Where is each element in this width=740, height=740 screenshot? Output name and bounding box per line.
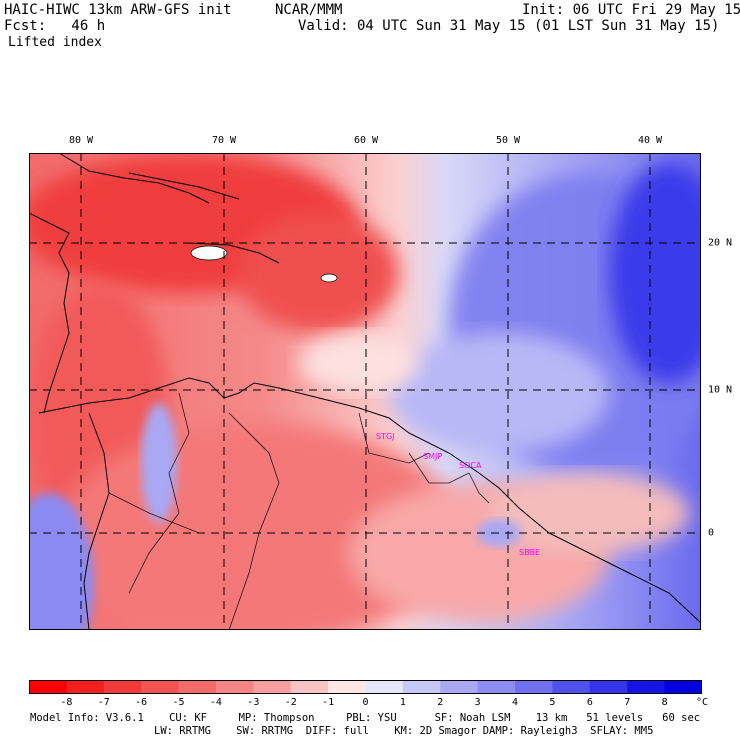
station-label: SMJP bbox=[423, 452, 442, 461]
lat-label: 10 N bbox=[708, 384, 733, 396]
lon-label: 70 W bbox=[211, 135, 237, 146]
colorbar-swatch bbox=[589, 680, 628, 694]
colorbar-swatch bbox=[552, 680, 591, 694]
coastlines bbox=[29, 153, 701, 630]
colorbar-swatch bbox=[290, 680, 329, 694]
init-time: Init: 06 UTC Fri 29 May 15 bbox=[522, 2, 740, 18]
colorbar-swatch bbox=[627, 680, 666, 694]
colorbar-swatch bbox=[664, 680, 702, 694]
colorbar-swatch bbox=[141, 680, 180, 694]
colorbar-tick-label: 7 bbox=[624, 697, 631, 708]
colorbar-tick-label: 6 bbox=[586, 697, 593, 708]
lon-label: 60 W bbox=[353, 135, 379, 146]
valid-time: Valid: 04 UTC Sun 31 May 15 (01 LST Sun … bbox=[298, 18, 720, 34]
lon-label: 40 W bbox=[637, 135, 663, 146]
colorbar-swatch bbox=[103, 680, 142, 694]
org-label: NCAR/MMM bbox=[275, 2, 343, 18]
map-frame bbox=[29, 153, 701, 630]
colorbar-tick-label: -5 bbox=[172, 697, 185, 708]
forecast-hour: Fcst: 46 h bbox=[4, 18, 106, 34]
lifted-index-map: STGJ SMJP SOCA SBBE bbox=[29, 153, 701, 630]
field-shading bbox=[29, 153, 701, 630]
model-info-line2: LW: RRTMG SW: RRTMG DIFF: full KM: 2D Sm… bbox=[154, 725, 654, 737]
colorbar-swatch bbox=[402, 680, 441, 694]
colorbar-swatch bbox=[215, 680, 254, 694]
colorbar-tick-label: 8 bbox=[661, 697, 668, 708]
colorbar-tick-label: -8 bbox=[60, 697, 73, 708]
colorbar-swatch bbox=[253, 680, 292, 694]
station-label: STGJ bbox=[376, 432, 395, 441]
colorbar-tick-label: -1 bbox=[322, 697, 335, 708]
colorbar-tick-label: 4 bbox=[512, 697, 519, 708]
field-name: Lifted index bbox=[8, 35, 102, 50]
lon-label: 80 W bbox=[68, 135, 94, 146]
colorbar-tick-label: 5 bbox=[549, 697, 556, 708]
colorbar-tick-label: 0 bbox=[362, 697, 369, 708]
model-title: HAIC-HIWC 13km ARW-GFS init bbox=[4, 2, 232, 18]
colorbar-swatch bbox=[178, 680, 217, 694]
colorbar-swatch bbox=[365, 680, 404, 694]
colorbar-swatch bbox=[515, 680, 553, 694]
lat-label: 20 N bbox=[708, 237, 733, 249]
colorbar-tick-label: 2 bbox=[437, 697, 444, 708]
colorbar-tick-label: 3 bbox=[474, 697, 481, 708]
country-borders bbox=[108, 392, 490, 630]
colorbar-tick-label: -6 bbox=[135, 697, 148, 708]
graticule bbox=[29, 153, 701, 630]
model-info-line1: Model Info: V3.6.1 CU: KF MP: Thompson P… bbox=[30, 712, 701, 724]
colorbar bbox=[29, 680, 702, 694]
colorbar-tick-label: -4 bbox=[209, 697, 222, 708]
lon-label: 50 W bbox=[495, 135, 521, 146]
colorbar-swatch bbox=[29, 680, 67, 694]
colorbar-tick-label: -3 bbox=[247, 697, 260, 708]
colorbar-swatch bbox=[66, 680, 105, 694]
colorbar-tick-label: -7 bbox=[97, 697, 110, 708]
station-label: SOCA bbox=[459, 461, 482, 470]
colorbar-tick-label: 1 bbox=[399, 697, 406, 708]
colorbar-unit: °C bbox=[695, 697, 709, 708]
colorbar-swatch bbox=[477, 680, 516, 694]
island-outlines bbox=[190, 245, 338, 283]
lat-label: 0 bbox=[708, 527, 715, 539]
station-label: SBBE bbox=[519, 548, 540, 557]
colorbar-swatch bbox=[440, 680, 479, 694]
colorbar-tick-label: -2 bbox=[284, 697, 297, 708]
colorbar-swatch bbox=[328, 680, 366, 694]
